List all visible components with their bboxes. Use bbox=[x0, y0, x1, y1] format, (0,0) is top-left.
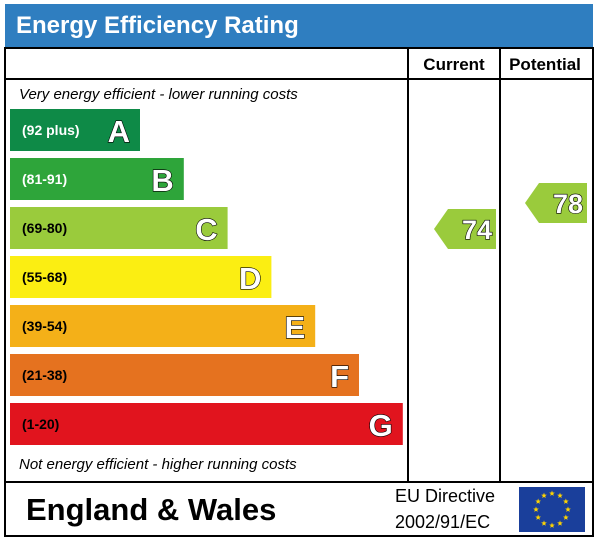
chart-title: Energy Efficiency Rating bbox=[16, 12, 299, 39]
current-rating-value: 74 bbox=[462, 215, 492, 245]
potential-rating-value: 78 bbox=[553, 189, 583, 219]
eu-star-icon bbox=[565, 506, 571, 512]
band-f-letter: F bbox=[330, 359, 349, 394]
inefficient-note: Not energy efficient - higher running co… bbox=[19, 456, 297, 473]
eu-star-icon bbox=[549, 490, 555, 496]
frame bbox=[4, 47, 594, 537]
band-b-bar bbox=[10, 158, 184, 200]
score-arrows: 74 78 bbox=[434, 183, 587, 249]
eu-star-icon bbox=[563, 498, 569, 504]
band-a-bar bbox=[10, 109, 140, 151]
eu-star-icon bbox=[557, 492, 563, 499]
eu-star-icon bbox=[541, 492, 547, 499]
band-f-bar bbox=[10, 354, 359, 396]
eu-flag-icon bbox=[519, 487, 585, 532]
band-a-range: (92 plus) bbox=[22, 122, 80, 138]
potential-column-heading: Potential bbox=[509, 55, 581, 74]
band-g-letter: G bbox=[369, 408, 393, 443]
eu-flag-stars bbox=[533, 490, 571, 528]
band-d-letter: D bbox=[239, 261, 261, 296]
band-e-letter: E bbox=[285, 310, 306, 345]
band-d-range: (55-68) bbox=[22, 269, 67, 285]
band-c-letter: C bbox=[195, 212, 217, 247]
efficient-note: Very energy efficient - lower running co… bbox=[19, 86, 298, 103]
band-e-bar bbox=[10, 305, 316, 347]
band-b-range: (81-91) bbox=[22, 171, 67, 187]
country-label: England & Wales bbox=[26, 492, 276, 527]
eu-star-icon bbox=[549, 522, 555, 528]
header-bar bbox=[5, 4, 593, 47]
band-a-letter: A bbox=[108, 114, 130, 149]
band-b-letter: B bbox=[151, 163, 173, 198]
rating-bands: (92 plus) A (81-91) B (69-80) C (55-68) D (39-54… bbox=[10, 109, 403, 445]
band-g-range: (1-20) bbox=[22, 416, 59, 432]
band-g-bar bbox=[10, 403, 403, 445]
current-column-heading: Current bbox=[423, 55, 485, 74]
current-rating-arrow bbox=[434, 209, 496, 249]
eu-star-icon bbox=[535, 514, 541, 520]
eu-directive-line2: 2002/91/EC bbox=[395, 512, 490, 532]
band-c-range: (69-80) bbox=[22, 220, 67, 236]
eu-star-icon bbox=[535, 498, 541, 504]
eu-star-icon bbox=[563, 514, 569, 520]
band-c-bar bbox=[10, 207, 228, 249]
band-d-bar bbox=[10, 256, 272, 298]
outer-border bbox=[4, 47, 594, 537]
eu-star-icon bbox=[541, 520, 547, 526]
band-f-range: (21-38) bbox=[22, 367, 67, 383]
band-e-range: (39-54) bbox=[22, 318, 67, 334]
potential-rating-arrow bbox=[525, 183, 587, 223]
eu-directive-line1: EU Directive bbox=[395, 486, 495, 506]
eu-star-icon bbox=[533, 506, 539, 512]
eu-star-icon bbox=[557, 520, 563, 526]
